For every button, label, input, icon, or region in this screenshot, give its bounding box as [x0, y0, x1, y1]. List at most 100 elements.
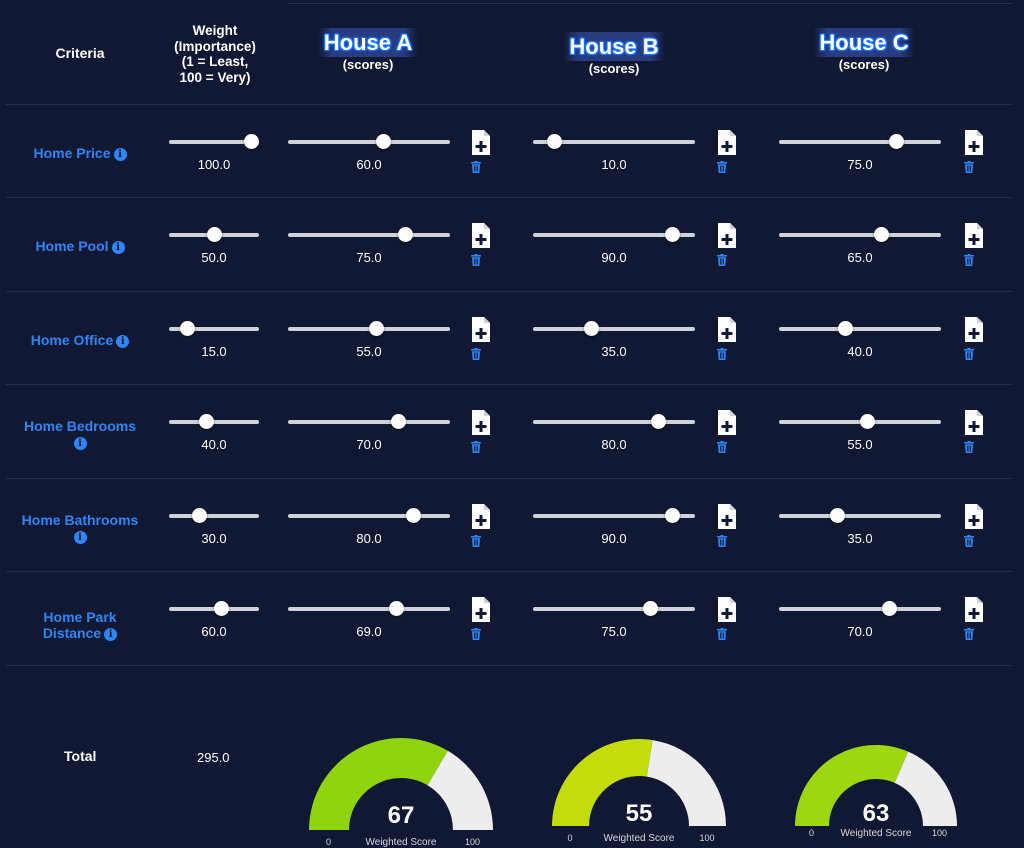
file-plus-icon[interactable]: [717, 316, 737, 343]
trash-icon[interactable]: [471, 534, 481, 547]
weight-slider[interactable]: [169, 601, 259, 616]
file-plus-icon[interactable]: [471, 409, 491, 436]
slider-knob[interactable]: [837, 321, 853, 336]
trash-icon[interactable]: [471, 160, 481, 173]
weight-slider[interactable]: [169, 414, 259, 429]
score-slider[interactable]: [533, 227, 695, 242]
slider-knob[interactable]: [889, 134, 905, 149]
criteria-label-text: Home Bedrooms: [23, 418, 137, 434]
trash-icon[interactable]: [717, 534, 727, 547]
score-slider[interactable]: [288, 134, 450, 149]
house-c-header: House C (scores): [764, 28, 964, 72]
slider-knob[interactable]: [244, 134, 259, 149]
total-weight-value: 295.0: [197, 750, 230, 765]
slider-knob[interactable]: [859, 414, 875, 429]
trash-icon[interactable]: [471, 253, 481, 266]
slider-knob[interactable]: [584, 321, 600, 336]
score-slider[interactable]: [779, 601, 941, 616]
weight-slider[interactable]: [169, 134, 259, 149]
trash-icon[interactable]: [964, 253, 974, 266]
score-slider[interactable]: [533, 601, 695, 616]
weight-header-line: Weight: [192, 23, 238, 38]
file-plus-icon[interactable]: [717, 222, 737, 249]
slider-knob[interactable]: [376, 134, 391, 149]
score-slider[interactable]: [779, 321, 941, 336]
score-slider[interactable]: [288, 227, 450, 242]
slider-knob[interactable]: [368, 321, 384, 336]
slider-knob[interactable]: [214, 601, 230, 616]
info-icon[interactable]: i: [111, 241, 125, 254]
slider-knob[interactable]: [389, 601, 405, 616]
info-icon[interactable]: i: [104, 628, 118, 641]
trash-icon[interactable]: [471, 347, 481, 360]
score-slider[interactable]: [779, 227, 941, 242]
slider-knob[interactable]: [643, 601, 659, 616]
info-icon[interactable]: i: [73, 437, 87, 450]
slider-knob[interactable]: [405, 508, 421, 523]
score-slider[interactable]: [288, 508, 450, 523]
criteria-label-text: Distance: [42, 625, 102, 641]
score-slider[interactable]: [288, 321, 450, 336]
score-slider[interactable]: [533, 508, 695, 523]
slider-knob[interactable]: [199, 414, 215, 429]
info-icon[interactable]: i: [113, 148, 127, 161]
score-slider[interactable]: [533, 134, 695, 149]
slider-knob[interactable]: [206, 227, 222, 242]
file-plus-icon[interactable]: [964, 129, 984, 156]
gauge-fill: [309, 738, 448, 830]
weight-slider[interactable]: [169, 321, 259, 336]
weight-slider[interactable]: [169, 227, 259, 242]
file-plus-icon[interactable]: [964, 316, 984, 343]
trash-icon[interactable]: [964, 347, 974, 360]
file-plus-icon[interactable]: [471, 129, 491, 156]
trash-icon[interactable]: [964, 534, 974, 547]
slider-knob[interactable]: [390, 414, 406, 429]
file-plus-icon[interactable]: [471, 596, 491, 623]
slider-knob[interactable]: [191, 508, 207, 523]
slider-knob[interactable]: [881, 601, 897, 616]
weight-slider[interactable]: [169, 508, 259, 523]
score-slider[interactable]: [288, 414, 450, 429]
info-icon[interactable]: i: [116, 335, 130, 348]
trash-icon[interactable]: [717, 253, 727, 266]
trash-icon[interactable]: [471, 627, 481, 640]
trash-icon[interactable]: [964, 160, 974, 173]
score-slider[interactable]: [779, 508, 941, 523]
score-slider[interactable]: [779, 414, 941, 429]
file-plus-icon[interactable]: [964, 409, 984, 436]
gauge-fill: [795, 745, 909, 826]
score-slider[interactable]: [533, 414, 695, 429]
trash-icon[interactable]: [717, 347, 727, 360]
file-plus-icon[interactable]: [471, 316, 491, 343]
slider-knob[interactable]: [665, 508, 681, 523]
trash-icon[interactable]: [471, 440, 481, 453]
trash-icon[interactable]: [964, 627, 974, 640]
slider-knob[interactable]: [665, 227, 681, 242]
file-plus-icon[interactable]: [964, 503, 984, 530]
criteria-label-text: Home Price: [33, 145, 111, 161]
score-slider[interactable]: [533, 321, 695, 336]
score-value: 55.0: [847, 437, 873, 452]
slider-knob[interactable]: [650, 414, 666, 429]
file-plus-icon[interactable]: [717, 129, 737, 156]
file-plus-icon[interactable]: [717, 409, 737, 436]
slider-knob[interactable]: [830, 508, 846, 523]
file-plus-icon[interactable]: [964, 222, 984, 249]
trash-icon[interactable]: [717, 440, 727, 453]
slider-knob[interactable]: [547, 134, 563, 149]
score-slider[interactable]: [779, 134, 941, 149]
file-plus-icon[interactable]: [717, 503, 737, 530]
file-plus-icon[interactable]: [471, 503, 491, 530]
slider-knob[interactable]: [180, 321, 196, 336]
slider-knob[interactable]: [398, 227, 414, 242]
trash-icon[interactable]: [717, 160, 727, 173]
slider-knob[interactable]: [874, 227, 890, 242]
info-icon[interactable]: i: [73, 531, 87, 544]
score-slider[interactable]: [288, 601, 450, 616]
file-plus-icon[interactable]: [717, 596, 737, 623]
file-plus-icon[interactable]: [964, 596, 984, 623]
weight-header: Weight (Importance) (1 = Least, 100 = Ve…: [165, 23, 265, 85]
trash-icon[interactable]: [717, 627, 727, 640]
file-plus-icon[interactable]: [471, 222, 491, 249]
trash-icon[interactable]: [964, 440, 974, 453]
